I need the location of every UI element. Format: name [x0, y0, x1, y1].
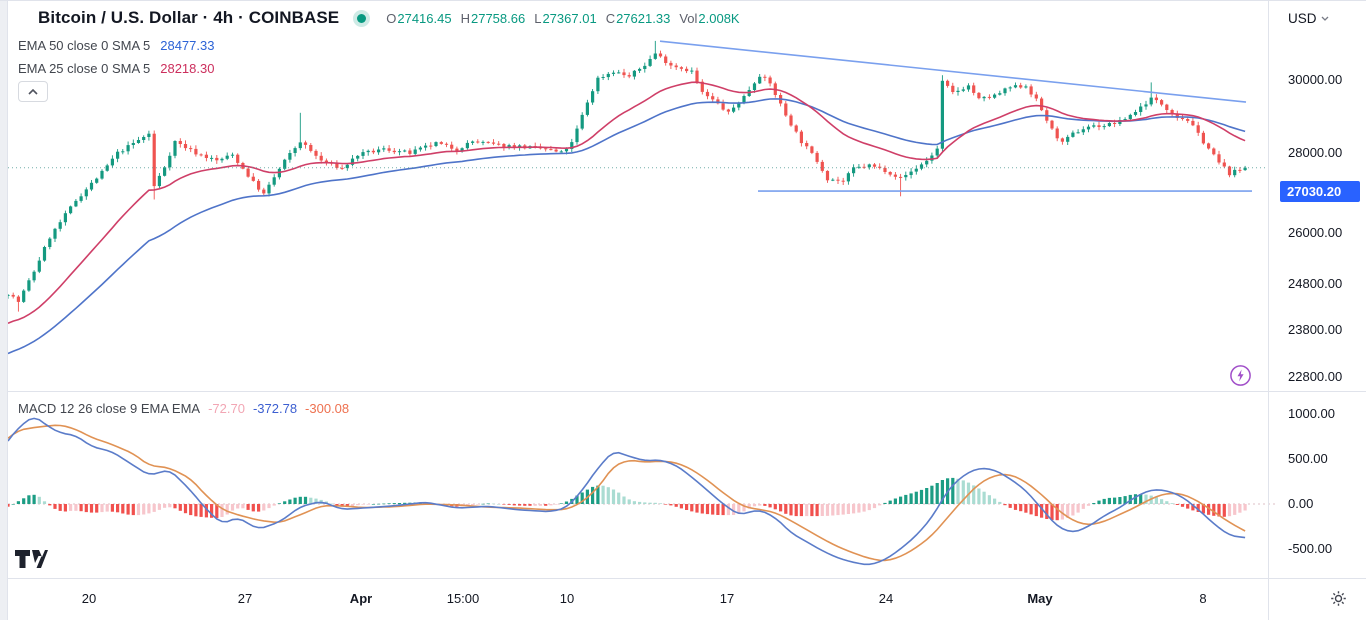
price-axis-label: 22800.00 [1288, 369, 1343, 384]
panel-separator-time-axis [0, 578, 1366, 579]
macd-legend-row[interactable]: MACD 12 26 close 9 EMA EMA -72.70 -372.7… [18, 401, 349, 416]
ohlc-pair: L 27367.01 [534, 11, 596, 26]
time-axis-label: 24 [878, 591, 894, 606]
time-axis-label: May [1027, 591, 1053, 606]
macd-line-value: -372.78 [252, 401, 298, 416]
price-axis-separator [1268, 1, 1269, 620]
macd-axis-label: 1000.00 [1288, 406, 1335, 421]
ohlc-value: 27367.01 [542, 10, 597, 26]
ohlc-label: H [460, 10, 470, 26]
ohlc-label: O [386, 10, 397, 26]
ohlc-pair: H 27758.66 [461, 11, 526, 26]
ohlc-pair: O 27416.45 [386, 11, 451, 26]
ohlc-pair: C 27621.33 [606, 11, 671, 26]
macd-signal-value: -300.08 [305, 401, 350, 416]
macd-label: MACD 12 26 close 9 EMA EMA [18, 401, 201, 416]
time-axis-label: 15:00 [446, 591, 480, 606]
price-axis-label: 24800.00 [1288, 276, 1343, 291]
trendline-price-tag: 27030.20 [1280, 180, 1360, 202]
legend-collapse-button[interactable] [18, 81, 48, 102]
macd-axis-label: 500.00 [1288, 451, 1328, 466]
ohlc-label: Vol [679, 10, 698, 26]
indicator-row-ema25[interactable]: EMA 25 close 0 SMA 5 28218.30 [18, 61, 214, 76]
ema-lines [7, 81, 1246, 355]
chevron-up-icon [28, 88, 38, 95]
currency-dropdown[interactable]: USD [1288, 11, 1329, 26]
indicator-value: 28218.30 [160, 61, 215, 76]
macd-axis-label: 0.00 [1288, 496, 1314, 511]
time-axis-label: Apr [349, 591, 373, 606]
drawn-trendlines[interactable] [659, 40, 1252, 192]
time-axis-label: 27 [237, 591, 253, 606]
panel-separator-main-macd[interactable] [0, 391, 1366, 392]
ohlc-label: C [605, 10, 616, 26]
price-axis-label: 30000.00 [1288, 72, 1343, 87]
price-candles [6, 40, 1247, 312]
chevron-down-icon [1321, 16, 1328, 21]
time-axis-label: 8 [1199, 591, 1207, 606]
indicator-label: EMA 50 close 0 SMA 5 [18, 38, 151, 53]
symbol-title[interactable]: Bitcoin / U.S. Dollar · 4h · COINBASE [38, 8, 340, 27]
price-axis-label: 26000.00 [1288, 225, 1343, 240]
time-axis-label: 20 [81, 591, 97, 606]
ohlc-values-row: O 27416.45 H 27758.66 L 27367.01 C 27621.33 Vol 2… [386, 11, 739, 26]
macd-signal-lines [7, 417, 1246, 566]
macd-histogram [6, 477, 1247, 521]
ohlc-value: 2.008K [698, 10, 740, 26]
ohlc-value: 27416.45 [397, 10, 452, 26]
time-axis-label: 17 [719, 591, 735, 606]
gear-icon[interactable] [1330, 590, 1347, 607]
indicator-label: EMA 25 close 0 SMA 5 [18, 61, 151, 76]
left-edge-strip [0, 1, 8, 620]
instant-order-lightning-icon[interactable] [1228, 363, 1253, 388]
indicator-value: 28477.33 [160, 38, 215, 53]
currency-label: USD [1288, 11, 1317, 26]
indicator-row-ema50[interactable]: EMA 50 close 0 SMA 5 28477.33 [18, 38, 214, 53]
price-axis-label: 28000.00 [1288, 145, 1343, 160]
price-axis-label: 23800.00 [1288, 322, 1343, 337]
ohlc-label: L [534, 10, 542, 26]
market-status-icon[interactable] [357, 13, 367, 23]
time-axis-label: 10 [559, 591, 575, 606]
ohlc-value: 27758.66 [470, 10, 526, 26]
macd-hist-value: -72.70 [208, 401, 245, 416]
ohlc-value: 27621.33 [616, 10, 671, 26]
ohlc-pair: Vol 2.008K [679, 11, 739, 26]
tradingview-logo[interactable] [14, 547, 48, 582]
macd-axis-label: -500.00 [1288, 541, 1333, 556]
